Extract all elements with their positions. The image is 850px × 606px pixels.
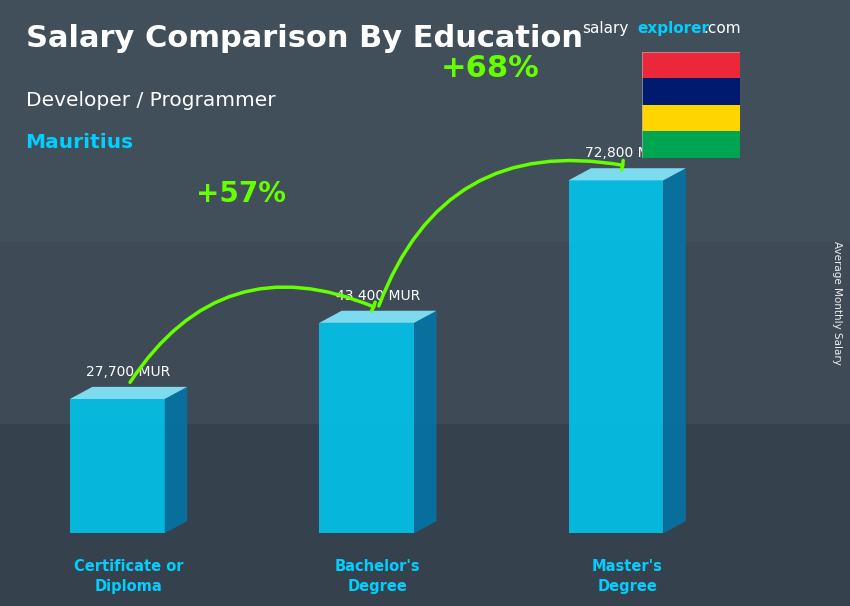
Text: Salary Comparison By Education: Salary Comparison By Education — [26, 24, 582, 53]
Text: Certificate or
Diploma: Certificate or Diploma — [74, 559, 184, 594]
Text: 72,800 MUR: 72,800 MUR — [585, 147, 669, 161]
Bar — [642, 78, 740, 104]
Polygon shape — [165, 387, 187, 533]
Polygon shape — [569, 168, 686, 181]
Text: .com: .com — [704, 21, 741, 36]
Polygon shape — [663, 168, 686, 533]
Text: 27,700 MUR: 27,700 MUR — [87, 365, 171, 379]
Text: +57%: +57% — [196, 180, 286, 208]
Text: Master's
Degree: Master's Degree — [592, 559, 663, 594]
Text: salary: salary — [582, 21, 629, 36]
Text: 43,400 MUR: 43,400 MUR — [336, 289, 420, 303]
Bar — [0, 0, 850, 242]
Polygon shape — [70, 387, 187, 399]
Bar — [642, 104, 740, 131]
Text: explorer: explorer — [638, 21, 710, 36]
Polygon shape — [569, 181, 663, 533]
Text: Average Monthly Salary: Average Monthly Salary — [832, 241, 842, 365]
Bar — [0, 424, 850, 606]
Text: +68%: +68% — [440, 54, 540, 83]
Polygon shape — [320, 323, 414, 533]
Polygon shape — [414, 311, 436, 533]
Text: Mauritius: Mauritius — [26, 133, 133, 152]
Polygon shape — [70, 399, 165, 533]
Text: Bachelor's
Degree: Bachelor's Degree — [335, 559, 421, 594]
Bar — [642, 52, 740, 78]
Text: Developer / Programmer: Developer / Programmer — [26, 91, 275, 110]
Bar — [642, 131, 740, 158]
Polygon shape — [320, 311, 436, 323]
